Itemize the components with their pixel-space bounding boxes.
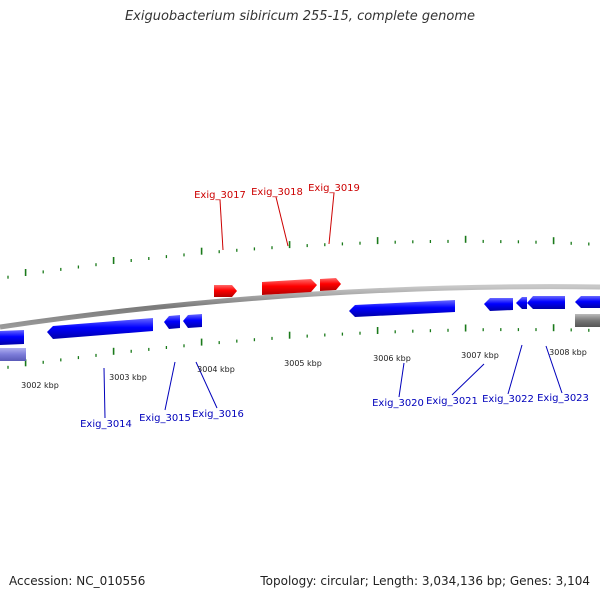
leader-line-exig-3020	[398, 362, 405, 398]
gene-feature-exig-3023[interactable]	[527, 296, 565, 309]
gene-label-exig-3014[interactable]: Exig_3014	[80, 419, 132, 430]
reverse-label-lines	[103, 344, 563, 419]
gene-label-exig-3017[interactable]: Exig_3017	[194, 190, 246, 201]
gene-feature-exig-3018[interactable]	[262, 279, 317, 295]
scale-label-3008: 3008 kbp	[549, 348, 587, 357]
leader-line-exig-3014	[103, 367, 106, 419]
gene-label-exig-3022[interactable]: Exig_3022	[482, 394, 534, 405]
scale-label-3005: 3005 kbp	[284, 359, 322, 368]
scale-labels: 3002 kbp 3003 kbp 3004 kbp 3005 kbp 3006…	[21, 348, 587, 390]
scale-label-3006: 3006 kbp	[373, 354, 411, 363]
map-title: Exiguobacterium sibiricum 255-15, comple…	[124, 9, 476, 24]
leader-line-exig-3022	[507, 344, 523, 395]
gene-feature-exig-3016[interactable]	[183, 314, 202, 328]
leader-line-exig-3018	[275, 196, 289, 247]
scale-label-3002: 3002 kbp	[21, 381, 59, 390]
tick-row-top	[7, 235, 590, 279]
scale-label-3004: 3004 kbp	[197, 365, 235, 374]
forward-label-lines	[219, 192, 335, 251]
gene-feature-exig-3015[interactable]	[164, 315, 180, 329]
gene-feature-exig-3020[interactable]	[349, 300, 455, 317]
gene-feature-exig-3022[interactable]	[516, 297, 527, 309]
gene-label-exig-3023[interactable]: Exig_3023	[537, 393, 589, 404]
gene-label-exig-3020[interactable]: Exig_3020	[372, 398, 424, 409]
other-feature-left[interactable]	[0, 348, 26, 361]
genome-backbone	[0, 284, 600, 330]
leader-line-exig-3019	[328, 192, 335, 245]
gene-feature-exig-3014[interactable]	[47, 318, 153, 339]
genome-summary-text: Topology: circular; Length: 3,034,136 bp…	[260, 574, 590, 588]
gene-feature-exig-3017[interactable]	[214, 285, 237, 297]
leader-line-exig-3017	[219, 199, 224, 251]
forward-gene-labels: Exig_3017 Exig_3018 Exig_3019	[194, 183, 360, 201]
gene-feature-left-edge[interactable]	[0, 330, 24, 345]
gene-label-exig-3016[interactable]: Exig_3016	[192, 409, 244, 420]
other-feature-right[interactable]	[575, 314, 600, 327]
gene-label-exig-3021[interactable]: Exig_3021	[426, 396, 478, 407]
gene-feature-exig-3019[interactable]	[320, 278, 341, 291]
gene-feature-right-edge[interactable]	[575, 296, 600, 308]
reverse-gene-labels: Exig_3014 Exig_3015 Exig_3016 Exig_3020 …	[80, 393, 589, 430]
accession-text: Accession: NC_010556	[9, 574, 146, 588]
gene-label-exig-3015[interactable]: Exig_3015	[139, 413, 191, 424]
leader-line-exig-3015	[164, 361, 176, 411]
gene-feature-exig-3021[interactable]	[484, 298, 513, 311]
gene-label-exig-3019[interactable]: Exig_3019	[308, 183, 360, 194]
leader-line-exig-3016	[195, 361, 218, 409]
scale-label-3007: 3007 kbp	[461, 351, 499, 360]
scale-label-3003: 3003 kbp	[109, 373, 147, 382]
leader-line-exig-3023	[545, 345, 563, 394]
leader-line-exig-3021	[451, 363, 485, 396]
gene-label-exig-3018[interactable]: Exig_3018	[251, 187, 303, 198]
